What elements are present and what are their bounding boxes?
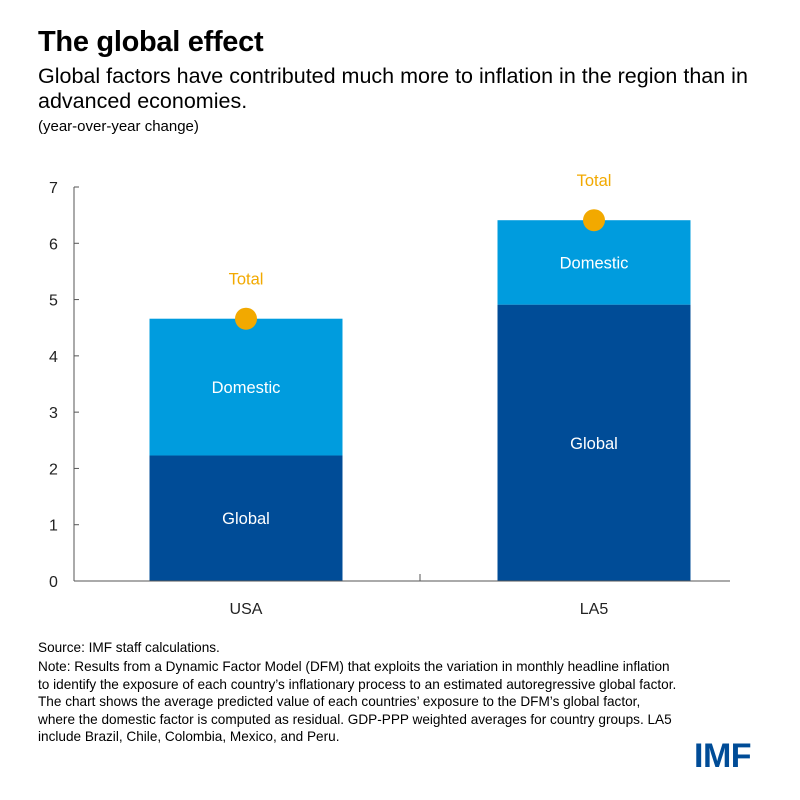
y-tick-label: 2 <box>49 461 58 478</box>
chart-title: The global effect <box>38 26 264 58</box>
imf-logo: IMF <box>694 737 752 775</box>
source-note: Source: IMF staff calculations. <box>38 640 220 655</box>
bar-domestic-usa <box>149 318 343 456</box>
y-tick-label: 5 <box>49 293 58 310</box>
y-tick-label: 7 <box>49 180 58 197</box>
y-tick-label: 6 <box>49 236 58 253</box>
total-marker-usa <box>235 307 257 330</box>
y-tick-label: 0 <box>49 574 58 591</box>
y-tick-label: 3 <box>49 405 58 422</box>
stacked-bar-chart: 0 1 2 3 4 5 6 7 Global Domestic Total USA Global Dome… <box>49 172 730 618</box>
x-tick-label: LA5 <box>580 601 609 618</box>
total-label: Total <box>229 271 264 289</box>
segment-label: Global <box>570 435 618 453</box>
y-tick-label: 1 <box>49 518 58 535</box>
footnote: Note: Results from a Dynamic Factor Mode… <box>38 659 677 744</box>
bar-domestic-la5 <box>497 220 691 305</box>
segment-label: Domestic <box>560 254 629 272</box>
y-tick-label: 4 <box>49 349 58 366</box>
segment-label: Domestic <box>212 379 281 397</box>
total-label: Total <box>577 172 612 190</box>
chart-subtitle: Global factors have contributed much mor… <box>38 64 748 113</box>
units-label: (year-over-year change) <box>38 118 199 135</box>
bar-global-la5 <box>497 304 691 581</box>
x-tick-label: USA <box>230 601 263 618</box>
bar-global-usa <box>149 455 343 581</box>
total-marker-la5 <box>583 209 605 232</box>
segment-label: Global <box>222 510 270 528</box>
